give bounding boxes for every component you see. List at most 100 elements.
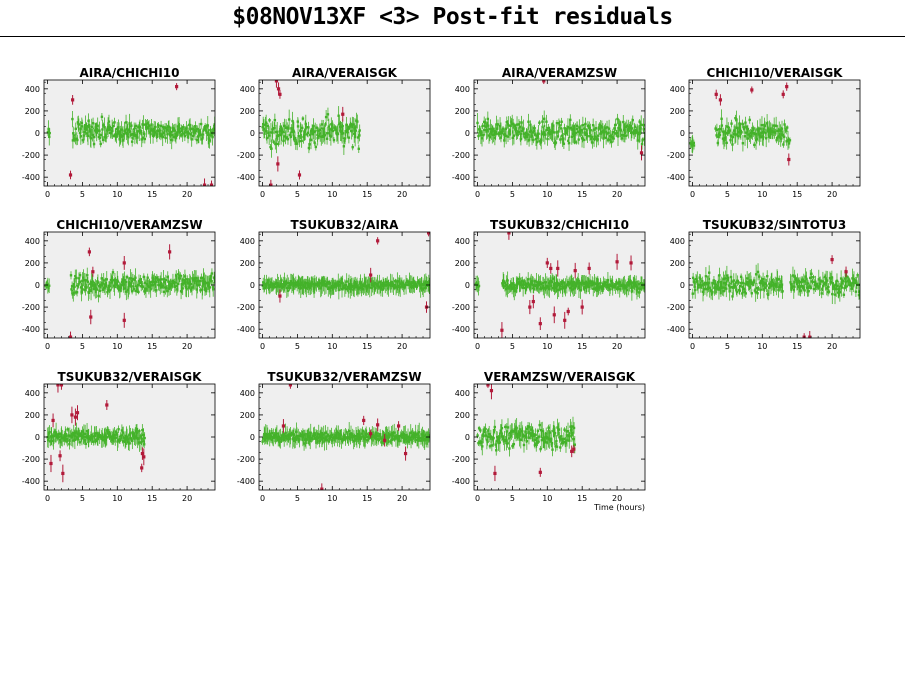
- residual-point: [523, 280, 526, 283]
- residual-point: [194, 276, 198, 280]
- residual-point: [301, 117, 305, 120]
- residual-point: [165, 128, 169, 131]
- residual-point: [838, 291, 842, 294]
- residual-point: [162, 131, 166, 135]
- residual-point: [138, 429, 141, 433]
- residual-point: [208, 286, 211, 289]
- residual-point: [404, 434, 407, 437]
- residual-point: [288, 286, 291, 289]
- residual-point: [310, 130, 313, 133]
- residual-point: [835, 279, 839, 283]
- x-tick-label: 5: [295, 342, 300, 351]
- residual-point: [84, 128, 88, 131]
- residual-point: [730, 286, 734, 289]
- residual-point: [59, 441, 62, 444]
- residual-point: [265, 436, 268, 440]
- residual-point: [520, 283, 524, 287]
- y-tick-label: 400: [25, 389, 40, 398]
- residual-point: [101, 288, 105, 291]
- x-tick-label: 15: [362, 342, 372, 351]
- residual-point: [391, 431, 394, 435]
- residual-point: [375, 282, 378, 286]
- residual-point: [389, 282, 392, 285]
- residual-point: [130, 124, 133, 127]
- residual-point: [492, 133, 495, 137]
- residual-point: [727, 284, 731, 287]
- residual-point: [374, 432, 377, 435]
- residual-point: [539, 287, 543, 291]
- data-points: [261, 384, 430, 490]
- residual-point: [572, 128, 575, 131]
- residual-point: [77, 123, 81, 126]
- residual-point: [72, 132, 75, 135]
- residual-point: [282, 139, 285, 143]
- x-tick-label: 5: [295, 190, 300, 199]
- residual-point: [791, 274, 795, 277]
- residual-point: [748, 134, 751, 138]
- residual-point: [201, 133, 205, 136]
- residual-point: [131, 431, 134, 434]
- residual-point: [341, 124, 344, 128]
- residual-point: [108, 285, 111, 289]
- residual-point: [83, 432, 87, 436]
- residual-point: [725, 141, 728, 145]
- residual-point: [81, 430, 84, 433]
- residual-point: [574, 131, 577, 135]
- residual-point: [742, 127, 746, 130]
- residual-point: [504, 134, 508, 138]
- flagged-point: [552, 313, 556, 317]
- residual-point: [174, 281, 177, 284]
- residual-point: [337, 280, 340, 284]
- residual-point: [541, 281, 545, 285]
- residual-point: [556, 288, 559, 292]
- residual-point: [78, 432, 81, 435]
- residual-point: [334, 434, 338, 438]
- residual-point: [351, 125, 354, 128]
- residual-point: [122, 440, 125, 443]
- residual-point: [138, 125, 142, 129]
- residual-point: [129, 284, 133, 288]
- residual-point: [498, 131, 501, 135]
- residual-point: [380, 284, 384, 288]
- residual-point: [378, 280, 381, 284]
- residual-point: [406, 283, 410, 287]
- residual-point: [121, 139, 125, 142]
- flagged-point: [276, 162, 280, 166]
- residual-point: [643, 284, 645, 288]
- residual-point: [131, 277, 135, 281]
- flagged-point: [168, 250, 172, 254]
- flagged-point: [531, 299, 535, 304]
- residual-point: [261, 125, 264, 129]
- residual-point: [292, 433, 296, 436]
- residual-point: [601, 285, 604, 289]
- residual-point: [274, 433, 278, 437]
- residual-point: [604, 127, 607, 130]
- residual-point: [540, 138, 543, 141]
- residual-point: [730, 280, 733, 283]
- residual-point: [286, 434, 289, 437]
- residual-point: [474, 282, 478, 285]
- residual-point: [66, 440, 69, 443]
- residual-point: [820, 292, 823, 295]
- residual-point: [630, 289, 634, 293]
- residual-point: [111, 279, 114, 282]
- residual-point: [637, 132, 641, 136]
- flagged-point: [341, 112, 345, 116]
- residual-point: [477, 284, 481, 288]
- residual-point: [159, 278, 163, 281]
- residual-point: [802, 286, 805, 290]
- residual-point: [749, 281, 753, 284]
- residual-point: [154, 125, 157, 129]
- residual-point: [421, 287, 425, 290]
- residual-point: [264, 432, 267, 436]
- residual-point: [839, 277, 843, 280]
- residual-point: [129, 277, 132, 280]
- residual-point: [161, 135, 164, 139]
- residual-point: [101, 282, 104, 285]
- residual-point: [787, 138, 790, 141]
- residual-point: [505, 283, 508, 287]
- residual-point: [845, 275, 848, 279]
- y-tick-label: 0: [250, 281, 255, 290]
- residual-point: [290, 130, 294, 134]
- residual-point: [274, 435, 277, 438]
